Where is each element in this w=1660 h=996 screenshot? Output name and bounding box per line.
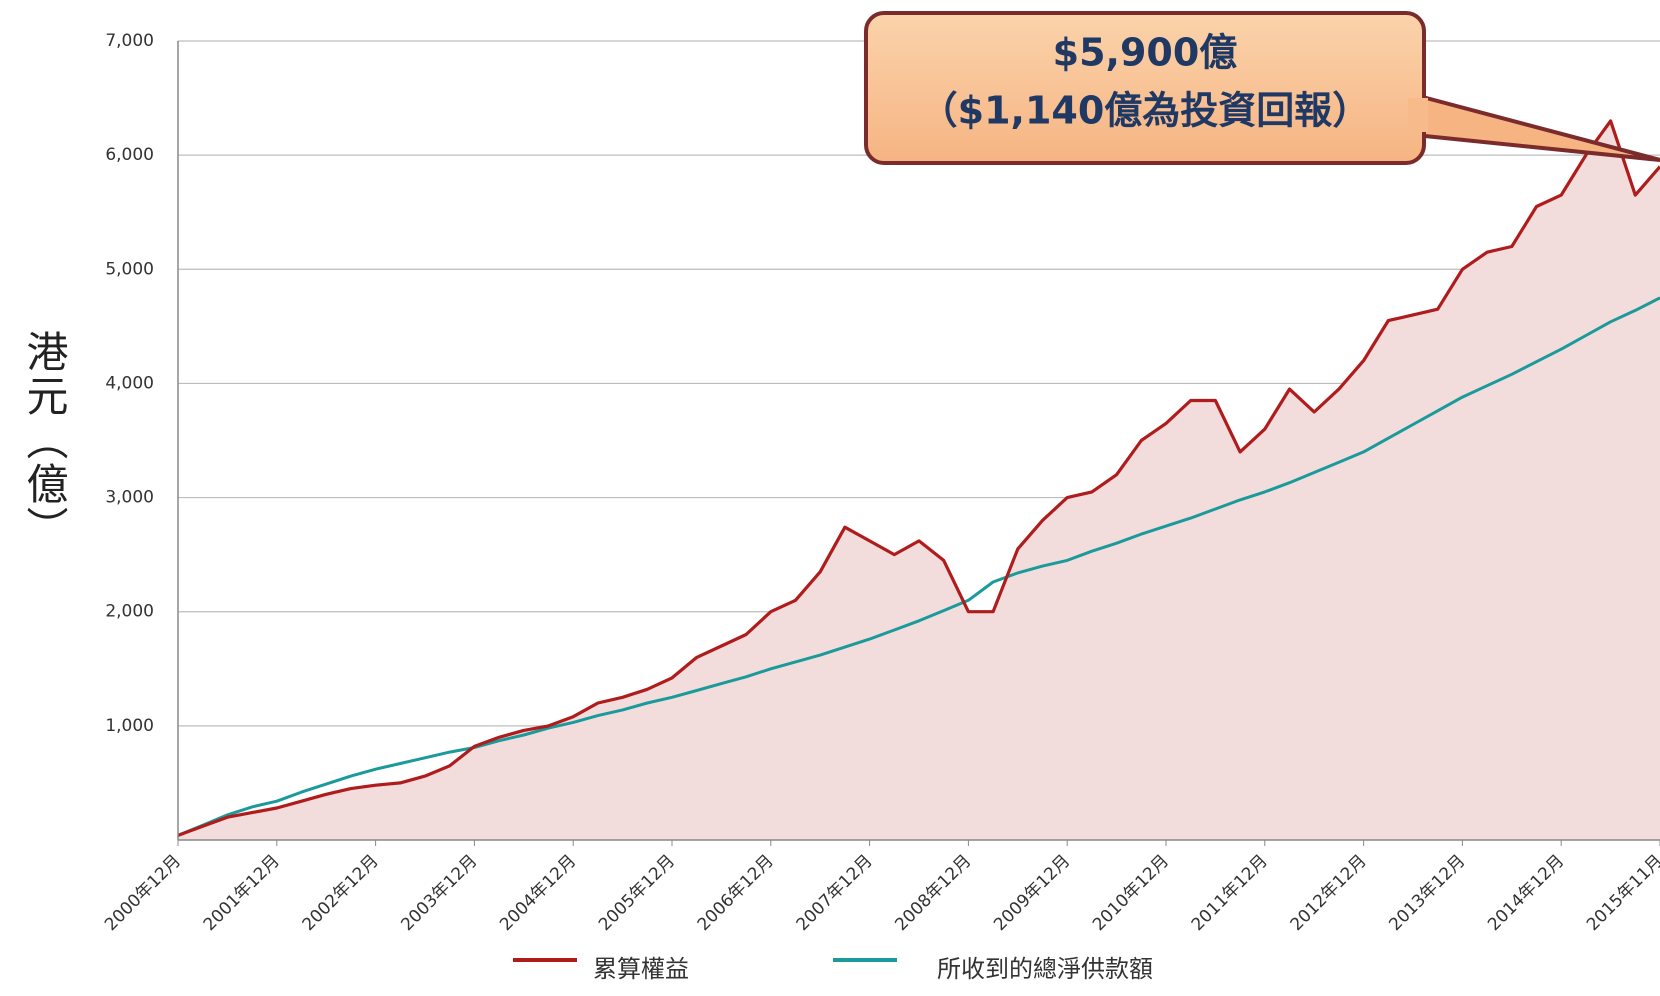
x-tick-label: 2005年12月 <box>595 851 679 935</box>
x-tick-label: 2011年12月 <box>1188 851 1272 935</box>
x-tick-label: 2010年12月 <box>1089 851 1173 935</box>
x-tick-label: 2014年12月 <box>1484 851 1568 935</box>
y-axis-label: 港元（億） <box>20 330 69 550</box>
y-tick-label: 4,000 <box>105 373 154 393</box>
plot <box>177 119 1660 840</box>
x-tick-label: 2006年12月 <box>694 851 778 935</box>
series-line <box>177 119 1660 837</box>
x-tick-label: 2004年12月 <box>496 851 580 935</box>
y-tick-label: 7,000 <box>105 31 154 51</box>
axes <box>177 41 1660 846</box>
y-tick-label: 2,000 <box>105 602 154 622</box>
y-tick-label: 1,000 <box>105 716 154 736</box>
x-tick-label: 2007年12月 <box>793 851 877 935</box>
x-tick-label: 2012年12月 <box>1287 851 1371 935</box>
callout-pointer <box>1413 93 1660 162</box>
annotation-line2: （$1,140億為投資回報） <box>920 89 1371 133</box>
x-tick-label: 2000年12月 <box>101 851 185 935</box>
y-tick-label: 5,000 <box>105 259 154 279</box>
x-tick-label: 2002年12月 <box>299 851 383 935</box>
x-tick-label: 2008年12月 <box>891 851 975 935</box>
series-line <box>177 296 1660 837</box>
x-tick-label: 2001年12月 <box>200 851 284 935</box>
callout-join <box>1408 98 1428 132</box>
x-tick-label: 2003年12月 <box>397 851 481 935</box>
y-tick-label: 3,000 <box>105 488 154 508</box>
annotation: $5,900億 （$1,140億為投資回報） <box>864 11 1660 165</box>
legend: 累算權益 所收到的總淨供款額 <box>513 955 1153 983</box>
legend-label: 累算權益 <box>593 955 689 983</box>
x-tick-label: 2015年11月 <box>1583 851 1660 935</box>
callout-box <box>864 11 1426 165</box>
x-tick-label: 2009年12月 <box>990 851 1074 935</box>
x-tick-label: 2013年12月 <box>1385 851 1469 935</box>
area-fill <box>178 120 1660 840</box>
legend-label: 所收到的總淨供款額 <box>937 955 1153 983</box>
y-tick-label: 6,000 <box>105 145 154 165</box>
annotation-line1: $5,900億 <box>1053 31 1238 75</box>
